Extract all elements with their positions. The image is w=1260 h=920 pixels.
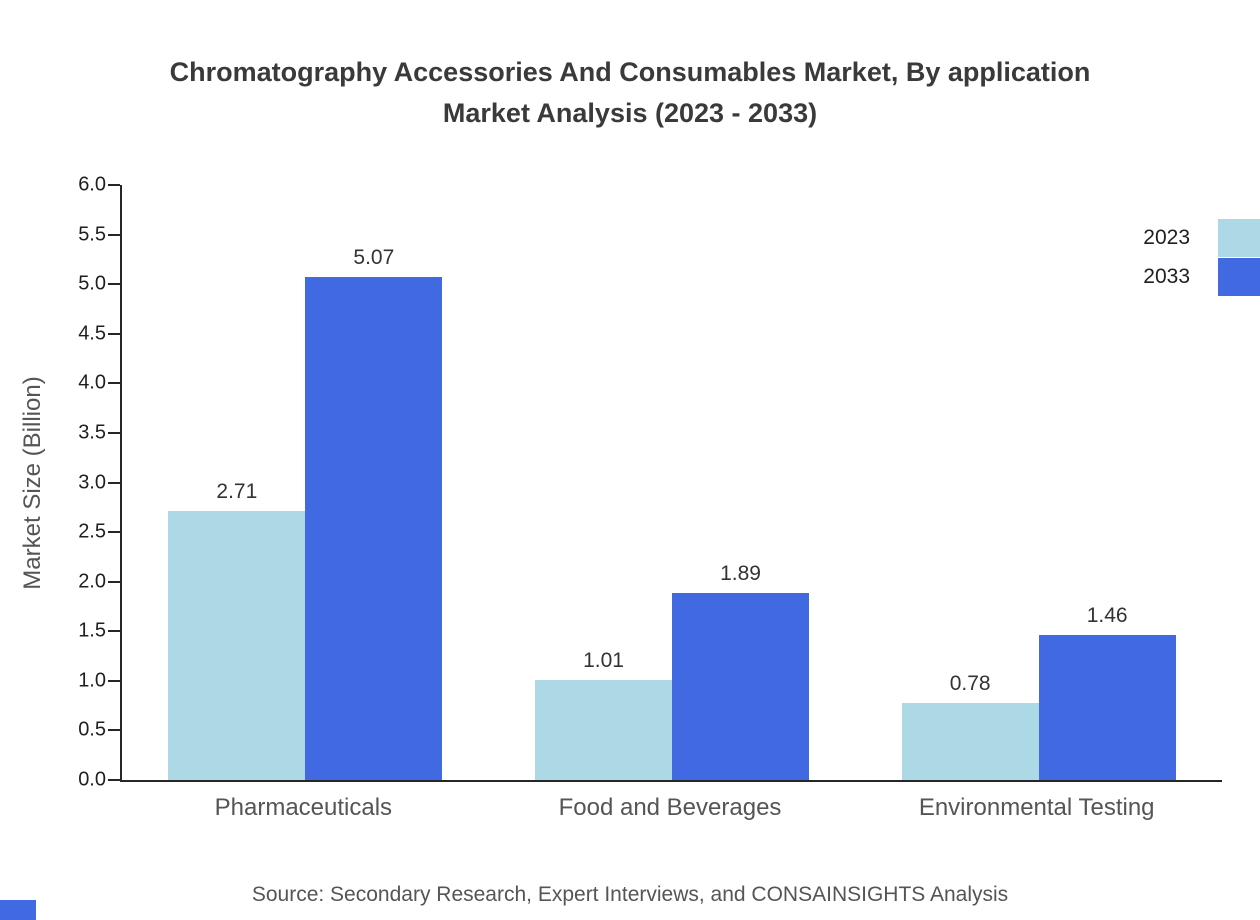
y-tick-mark — [108, 283, 120, 286]
legend-swatch — [1218, 219, 1260, 257]
y-tick-mark — [108, 481, 120, 484]
legend-label: 2033 — [1143, 265, 1190, 288]
bar-value-label: 1.46 — [1086, 604, 1128, 628]
y-tick-label: 0.0 — [78, 768, 106, 791]
x-axis-labels: Pharmaceuticals Food and Beverages Environ… — [120, 794, 1220, 822]
y-tick-mark — [108, 779, 120, 781]
bar-group: 1.01 1.89 — [489, 185, 856, 780]
y-tick-label: 2.5 — [78, 520, 106, 543]
x-category-label: Food and Beverages — [558, 794, 782, 821]
bar-value-label: 5.07 — [353, 246, 395, 270]
y-tick-label: 1.5 — [78, 619, 106, 642]
bar — [901, 702, 1039, 780]
y-tick-mark — [108, 531, 120, 534]
y-tick-label: 5.5 — [78, 223, 106, 246]
chart-title-line2: Market Analysis (2023 - 2033) — [442, 98, 818, 128]
y-tick-mark — [108, 580, 120, 583]
bar-2033: 1.89 — [672, 185, 809, 780]
y-tick-label: 2.0 — [78, 570, 106, 593]
y-tick-label: 5.0 — [78, 272, 106, 295]
bar-group: 0.78 1.46 — [855, 185, 1222, 780]
bar — [1038, 635, 1176, 780]
y-tick-mark — [108, 233, 120, 236]
source-note: Source: Secondary Research, Expert Inter… — [251, 883, 1009, 906]
y-tick-mark — [108, 729, 120, 732]
y-tick-label: 3.0 — [78, 471, 106, 493]
y-tick-label: 3.5 — [78, 421, 106, 444]
y-tick-mark — [108, 679, 120, 682]
y-tick-label: 1.0 — [78, 669, 106, 692]
bar — [168, 511, 306, 780]
y-tick-label: 4.0 — [78, 371, 106, 394]
legend-label: 2023 — [1143, 226, 1190, 249]
bar-2023: 2.71 — [168, 185, 306, 780]
bar-2023: 1.01 — [535, 185, 672, 780]
legend-item-2023: 2023 — [1143, 219, 1260, 257]
bar-2033: 1.46 — [1038, 185, 1176, 780]
y-tick-mark — [108, 184, 120, 186]
corner-mark — [0, 900, 36, 920]
x-category-label: Environmental Testing — [918, 794, 1155, 821]
y-axis-title: Market Size (Billion) — [19, 376, 46, 590]
y-tick-mark — [108, 630, 120, 633]
bar — [672, 592, 809, 780]
bar-value-label: 2.71 — [216, 480, 258, 504]
plot-area: 0.0 0.5 1.0 1.5 2.0 2.5 3.0 3.5 4.0 4.5 5.0 5.5 6.0 2… — [78, 174, 1222, 791]
y-tick-mark — [108, 431, 120, 434]
chart-title: Chromatography Accessories And Consumabl… — [0, 52, 1260, 134]
chart-title-line1: Chromatography Accessories And Consumabl… — [169, 57, 1091, 87]
legend: 2023 2033 — [1143, 219, 1260, 296]
bar-groups: 2.71 5.07 1.01 1.89 0.78 1.46 — [122, 185, 1222, 780]
legend-swatch — [1218, 258, 1260, 296]
bar — [535, 679, 672, 780]
bar — [305, 277, 443, 780]
x-category-label: Pharmaceuticals — [214, 794, 393, 821]
y-tick-label: 0.5 — [78, 718, 106, 741]
y-tick-label: 4.5 — [78, 322, 106, 345]
y-tick-mark — [108, 332, 120, 335]
bar-group: 2.71 5.07 — [122, 185, 489, 780]
bar-2033: 5.07 — [305, 185, 443, 780]
y-tick-mark — [108, 382, 120, 385]
bar-value-label: 1.89 — [720, 561, 761, 585]
y-tick-label: 6.0 — [78, 173, 106, 196]
bar-2023: 0.78 — [901, 185, 1039, 780]
bar-value-label: 1.01 — [583, 648, 624, 672]
legend-item-2033: 2033 — [1143, 258, 1260, 296]
bar-value-label: 0.78 — [949, 671, 991, 695]
